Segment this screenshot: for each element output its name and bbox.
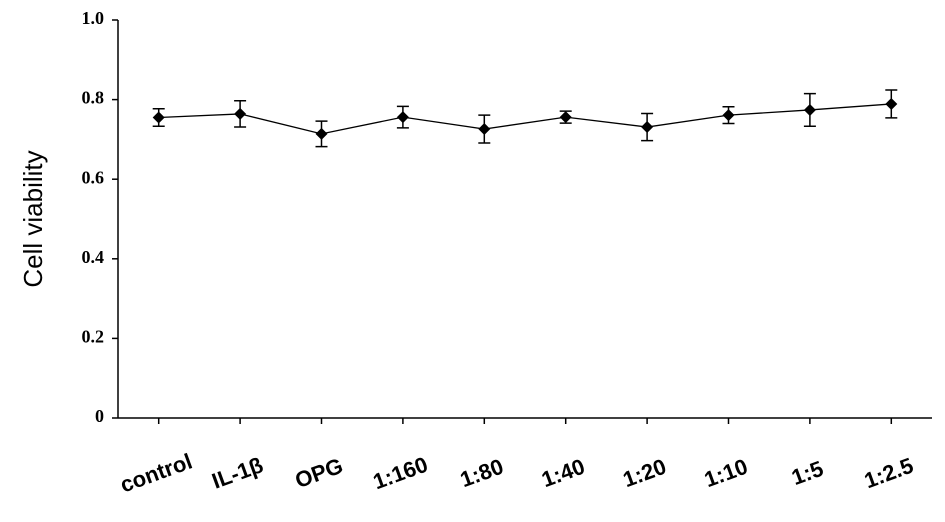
marker — [803, 103, 816, 116]
x-tick-label: control — [117, 448, 196, 497]
marker — [234, 107, 247, 120]
marker — [559, 111, 572, 124]
marker — [152, 111, 165, 124]
y-tick-label: 0.8 — [82, 88, 105, 108]
marker — [722, 109, 735, 122]
y-tick-label: 0.4 — [82, 247, 105, 267]
x-tick-label: 1:40 — [538, 454, 588, 493]
y-tick-label: 0.2 — [82, 327, 105, 347]
line — [158, 103, 892, 135]
y-tick-label: 0.6 — [82, 167, 105, 187]
x-tick-label: 1:5 — [788, 456, 826, 490]
x-tick-label: 1:160 — [370, 452, 431, 495]
x-tick-label: IL-1β — [209, 452, 267, 493]
y-tick-label: 1.0 — [82, 8, 105, 28]
marker — [315, 127, 328, 140]
y-axis-label: Cell viability — [18, 150, 48, 287]
x-tick-label: 1:20 — [620, 454, 670, 493]
marker — [396, 111, 409, 124]
x-tick-label: 1:10 — [701, 454, 751, 493]
marker — [641, 121, 654, 134]
marker — [885, 97, 898, 110]
x-tick-label: 1:80 — [457, 454, 507, 493]
x-tick-label: 1:2.5 — [861, 453, 917, 494]
y-tick-label: 0 — [95, 406, 104, 426]
x-tick-label: OPG — [292, 453, 347, 493]
marker — [478, 123, 491, 136]
